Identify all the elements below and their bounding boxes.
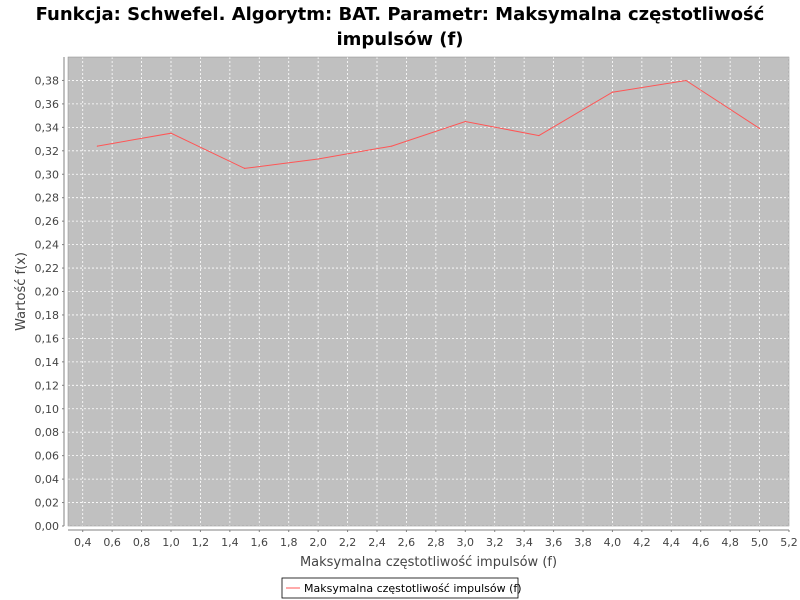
x-tick-label: 4,0 — [604, 536, 622, 549]
x-tick-label: 5,0 — [751, 536, 769, 549]
plot-border — [67, 56, 790, 527]
x-tick-label: 2,4 — [368, 536, 386, 549]
x-tick-label: 1,4 — [221, 536, 239, 549]
x-tick-label: 0,8 — [133, 536, 151, 549]
x-tick-label: 0,4 — [74, 536, 92, 549]
data-point — [317, 158, 319, 160]
chart-title: Funkcja: Schwefel. Algorytm: BAT. Parame… — [35, 4, 765, 50]
y-axis-label: Wartość f(x) — [14, 252, 29, 331]
data-point — [391, 145, 393, 147]
x-tick-label: 2,8 — [427, 536, 445, 549]
x-tick-label: 4,4 — [663, 536, 681, 549]
y-tick-label: 0,26 — [35, 215, 60, 228]
x-tick-label: 1,2 — [192, 536, 210, 549]
x-tick-label: 2,0 — [309, 536, 327, 549]
x-tick-label: 4,6 — [692, 536, 710, 549]
x-tick-label: 2,6 — [398, 536, 416, 549]
x-tick-label: 3,2 — [486, 536, 504, 549]
y-tick-label: 0,08 — [35, 426, 60, 439]
y-tick-label: 0,04 — [35, 473, 60, 486]
x-axis-label: Maksymalna częstotliwość impulsów (f) — [300, 555, 557, 570]
y-tick-label: 0,36 — [35, 98, 60, 111]
y-tick-label: 0,28 — [35, 192, 60, 205]
y-tick-label: 0,32 — [35, 145, 60, 158]
y-tick-label: 0,00 — [35, 520, 60, 533]
x-tick-label: 3,6 — [545, 536, 563, 549]
data-point — [611, 91, 614, 93]
data-point — [170, 132, 172, 134]
data-point — [685, 79, 687, 82]
x-tick-label: 2,2 — [339, 536, 357, 549]
data-point — [758, 127, 761, 130]
x-tick-label: 1,6 — [251, 536, 269, 549]
y-tick-label: 0,12 — [35, 379, 60, 392]
y-tick-label: 0,16 — [35, 332, 60, 345]
legend-label: Maksymalna częstotliwość impulsów (f) — [304, 582, 522, 595]
x-tick-label: 4,2 — [633, 536, 651, 549]
x-tick-label: 1,8 — [280, 536, 298, 549]
x-tick-label: 0,6 — [103, 536, 121, 549]
y-tick-label: 0,02 — [35, 497, 60, 510]
y-tick-label: 0,14 — [35, 356, 60, 369]
x-tick-label: 3,0 — [457, 536, 475, 549]
x-tick-label: 1,0 — [162, 536, 180, 549]
y-tick-label: 0,20 — [35, 286, 60, 299]
legend-box — [281, 577, 519, 599]
y-tick-label: 0,18 — [35, 309, 60, 322]
y-tick-label: 0,30 — [35, 168, 60, 181]
y-tick-label: 0,22 — [35, 262, 60, 275]
series-line — [97, 79, 760, 169]
data-point — [538, 134, 540, 137]
y-tick-label: 0,10 — [35, 403, 60, 416]
x-tick-label: 4,8 — [721, 536, 739, 549]
y-tick-label: 0,34 — [35, 121, 60, 134]
data-point — [464, 120, 466, 123]
y-tick-label: 0,06 — [35, 450, 60, 463]
y-tick-label: 0,38 — [35, 74, 60, 87]
x-tick-label: 3,4 — [515, 536, 533, 549]
x-tick-label: 5,2 — [780, 536, 798, 549]
y-tick-label: 0,24 — [35, 239, 60, 252]
data-point — [96, 145, 99, 147]
x-tick-label: 3,8 — [574, 536, 592, 549]
data-point — [243, 167, 246, 169]
